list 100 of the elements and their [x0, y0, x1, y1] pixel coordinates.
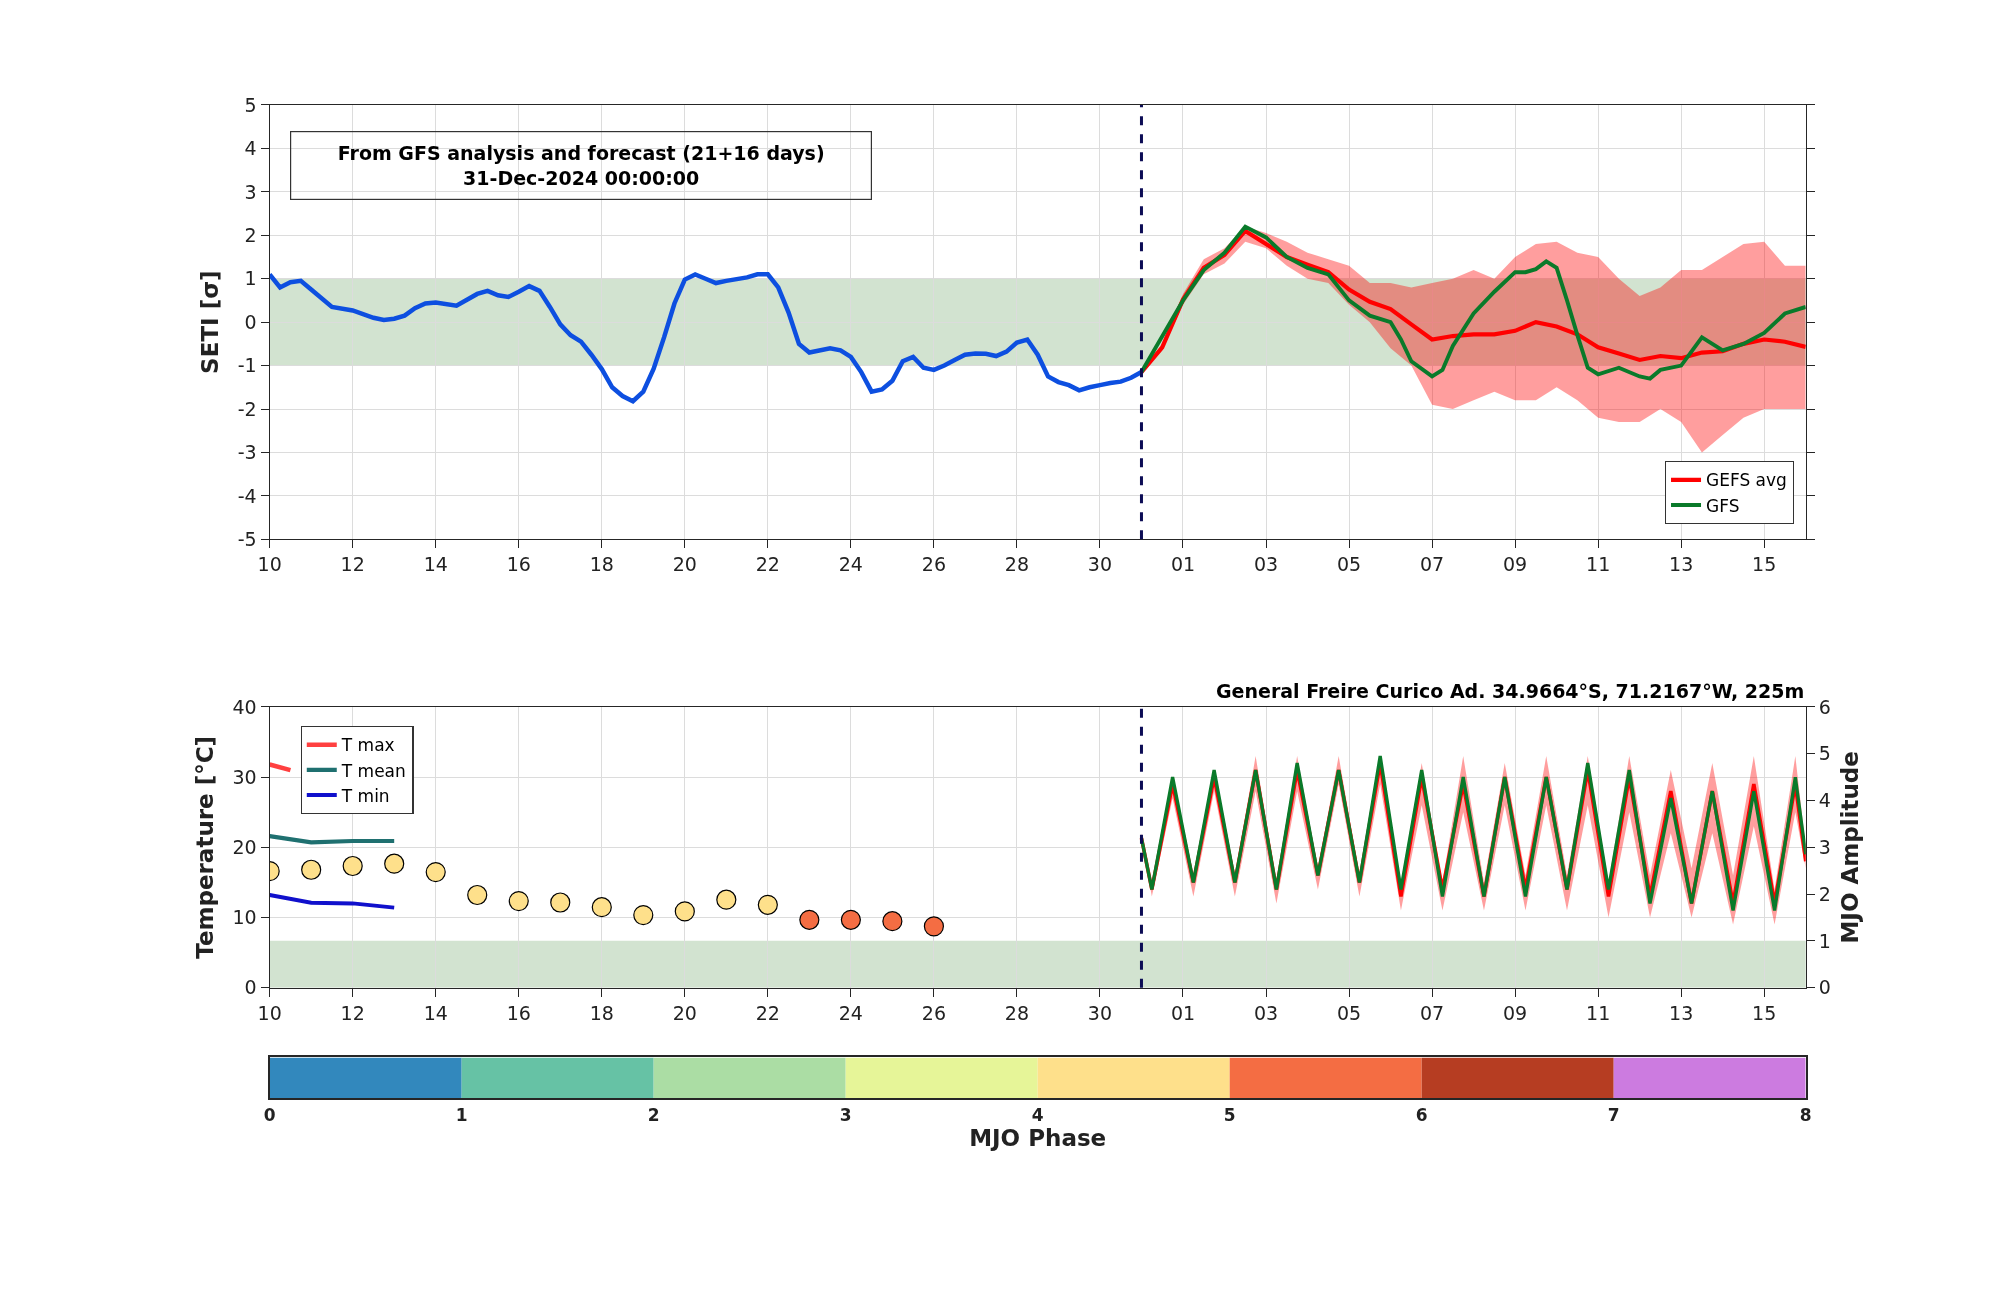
y-tick-label: 1	[244, 267, 257, 290]
point	[591, 897, 612, 918]
point	[467, 884, 488, 906]
y2-tick-label: 4	[1818, 789, 1831, 812]
point	[923, 916, 944, 937]
x-tick-label: 01	[1170, 553, 1196, 576]
x-tick-label: 5	[1223, 1104, 1236, 1125]
x-tick-label: 14	[423, 553, 448, 576]
point	[425, 861, 446, 883]
x-tick-label: 18	[589, 1001, 614, 1024]
bar	[269, 1057, 462, 1099]
x-tick-label: 12	[340, 1001, 365, 1024]
x-tick-label: 8	[1799, 1104, 1812, 1125]
x-tick-label: 07	[1419, 553, 1445, 576]
y-tick-label: -3	[237, 441, 257, 464]
x-tick-label: 28	[1004, 553, 1030, 576]
x-tick-label: 1	[455, 1104, 468, 1125]
point	[301, 859, 322, 880]
legend-label: GEFS avg	[1706, 470, 1787, 491]
point	[384, 853, 405, 874]
x-tick-label: 3	[839, 1104, 852, 1125]
x-tick-label: 11	[1586, 553, 1611, 576]
y2-tick-label: 5	[1818, 742, 1831, 765]
point	[342, 855, 363, 877]
y-tick-label: 40	[232, 695, 257, 718]
x-tick-label: 07	[1419, 1001, 1445, 1024]
x-tick-label: 18	[589, 553, 614, 576]
point	[633, 905, 654, 926]
x-tick-label: 7	[1607, 1104, 1620, 1125]
y-axis-title: Temperature [°C]	[191, 735, 218, 959]
point	[674, 901, 695, 922]
x-tick-label: 30	[1087, 1001, 1113, 1024]
line-series	[269, 893, 397, 910]
x-tick-label: 22	[755, 553, 780, 576]
bar	[1229, 1057, 1422, 1099]
x-tick-label: 05	[1336, 1001, 1362, 1024]
legend-label: T mean	[340, 760, 406, 781]
x-tick-label: 03	[1253, 1001, 1279, 1024]
x-tick-label: 15	[1752, 1001, 1777, 1024]
y2-tick-label: 6	[1818, 695, 1831, 718]
point	[716, 889, 737, 910]
y-tick-label: 2	[244, 223, 257, 246]
y-tick-label: 5	[244, 93, 257, 116]
y2-axis-title: MJO Amplitude	[1837, 751, 1864, 944]
x-tick-label: 13	[1669, 1001, 1694, 1024]
bar	[653, 1057, 846, 1099]
y-tick-label: -5	[237, 527, 257, 550]
y2-tick-label: 2	[1818, 882, 1831, 905]
x-tick-label: 13	[1669, 553, 1694, 576]
x-tick-label: 16	[506, 553, 531, 576]
y-tick-label: 3	[244, 180, 257, 203]
bar	[1421, 1057, 1614, 1099]
x-tick-label: 6	[1415, 1104, 1428, 1125]
x-tick-label: 15	[1752, 553, 1777, 576]
point	[799, 909, 820, 930]
point	[550, 892, 571, 913]
x-tick-label: 20	[672, 1001, 697, 1024]
bar	[1613, 1057, 1806, 1099]
point	[508, 890, 529, 912]
y-tick-label: 4	[244, 137, 257, 160]
x-tick-label: 12	[340, 553, 365, 576]
legend-label: T min	[340, 785, 390, 806]
x-tick-label: 16	[506, 1001, 531, 1024]
y-tick-label: 20	[232, 835, 257, 858]
y2-tick-label: 1	[1818, 929, 1831, 952]
y-tick-label: 10	[232, 906, 257, 929]
x-tick-label: 4	[1031, 1104, 1044, 1125]
y2-tick-label: 3	[1818, 835, 1831, 858]
x-tick-label: 30	[1087, 553, 1113, 576]
point	[840, 909, 861, 930]
x-tick-label: 26	[921, 553, 946, 576]
x-tick-label: 24	[838, 1001, 863, 1024]
y-tick-label: 0	[244, 976, 257, 999]
x-tick-label: 11	[1586, 1001, 1611, 1024]
bar	[1037, 1057, 1230, 1099]
x-tick-label: 09	[1503, 1001, 1528, 1024]
x-axis-title: MJO Phase	[969, 1124, 1107, 1151]
y-tick-label: -1	[237, 354, 257, 377]
x-tick-label: 2	[647, 1104, 660, 1125]
x-tick-label: 20	[672, 553, 697, 576]
y2-tick-label: 0	[1818, 976, 1831, 999]
x-tick-label: 01	[1170, 1001, 1196, 1024]
legend-label: GFS	[1706, 495, 1740, 516]
chart-title: General Freire Curico Ad. 34.9664°S, 71.2167°W, 225m	[1216, 680, 1805, 702]
x-tick-label: 05	[1336, 553, 1362, 576]
x-tick-label: 14	[423, 1001, 448, 1024]
legend-label: T max	[340, 735, 395, 756]
x-tick-label: 28	[1004, 1001, 1030, 1024]
y-tick-label: -4	[237, 484, 257, 507]
x-tick-label: 09	[1503, 553, 1528, 576]
x-tick-label: 24	[838, 553, 863, 576]
point	[882, 911, 903, 932]
y-tick-label: 30	[232, 765, 257, 788]
annotation: From GFS analysis and forecast (21+16 days) 31-Dec-2024 00:00:00	[337, 142, 825, 189]
x-tick-label: 0	[263, 1104, 276, 1125]
x-tick-label: 26	[921, 1001, 946, 1024]
x-tick-label: 22	[755, 1001, 780, 1024]
bar	[845, 1057, 1038, 1099]
y-axis-title: SETI [σ]	[197, 270, 224, 374]
y-tick-label: -2	[237, 397, 257, 420]
